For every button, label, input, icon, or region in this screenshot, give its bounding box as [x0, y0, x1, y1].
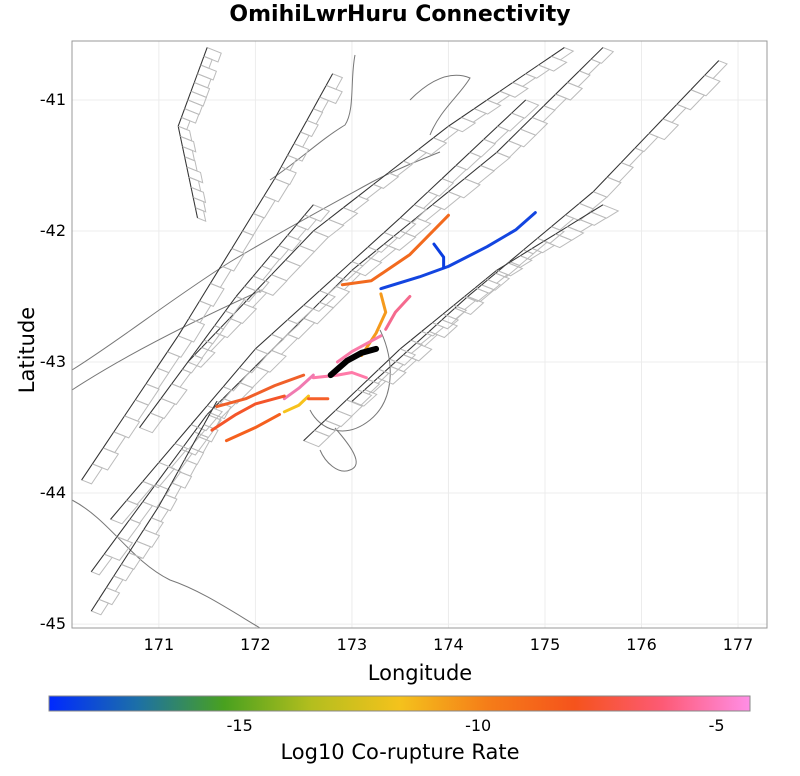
y-tick-label: -42 — [39, 220, 66, 240]
co-rupture-fault-trace — [360, 292, 388, 357]
y-axis-label: Latitude — [15, 306, 39, 394]
x-tick-label: 175 — [529, 635, 561, 654]
colorbar-tick-label: -5 — [708, 716, 725, 735]
x-tick-label: 172 — [240, 635, 271, 654]
co-rupture-fault-trace — [282, 394, 310, 414]
x-tick-label: 174 — [433, 635, 464, 654]
colorbar — [48, 695, 751, 712]
background-fault-network — [80, 46, 728, 616]
chart-title: OmihiLwrHuru Connectivity — [229, 2, 571, 27]
co-rupture-fault-trace — [379, 211, 537, 291]
co-rupture-fault-trace — [282, 373, 315, 401]
colorbar-title: Log10 Co-rupture Rate — [280, 740, 520, 764]
co-rupture-fault-trace — [224, 412, 282, 443]
co-rupture-fault-trace — [311, 370, 368, 380]
co-rupture-fault-trace — [215, 373, 306, 409]
co-rupture-fault-trace — [210, 394, 286, 432]
grid-lines — [72, 41, 767, 628]
x-tick-label: 173 — [336, 635, 368, 654]
co-rupture-fault-trace — [432, 242, 446, 270]
colorbar-tick-label: -15 — [226, 716, 253, 735]
co-rupture-fault-trace — [340, 213, 450, 287]
co-rupture-fault-trace — [335, 334, 383, 364]
coastline — [71, 54, 471, 629]
x-tick-label: 176 — [626, 635, 657, 654]
colorbar-tick-label: -10 — [465, 716, 492, 735]
y-tick-label: -45 — [39, 614, 66, 634]
plot-background — [71, 40, 768, 629]
y-tick-label: -44 — [39, 483, 66, 503]
x-tick-label: 177 — [722, 635, 754, 654]
y-tick-label: -41 — [39, 89, 66, 109]
y-tick-label: -43 — [39, 352, 66, 372]
x-tick-label: 171 — [143, 635, 175, 654]
co-rupture-faults — [210, 211, 537, 443]
x-axis-label: Longitude — [367, 661, 473, 685]
source-fault-omihilwrhuru — [327, 345, 380, 379]
co-rupture-fault-trace — [384, 295, 412, 331]
source-fault-trace — [327, 345, 380, 379]
